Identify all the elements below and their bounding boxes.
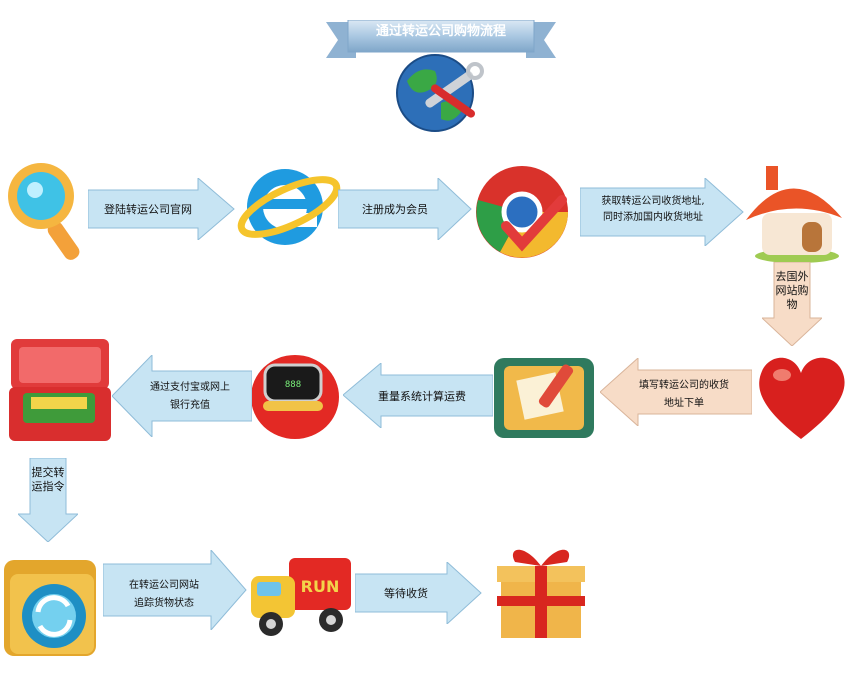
globe-tools-icon	[383, 45, 498, 135]
arrow-step-9	[103, 550, 248, 630]
page-title: 通过转运公司购物流程	[375, 24, 506, 39]
gift-box-icon	[493, 538, 588, 643]
step-7-label-line1: 通过支付宝或网上	[150, 382, 230, 393]
step-9-label-line1: 在转运公司网站	[129, 580, 199, 591]
house-icon	[742, 158, 847, 266]
step-5-label-line1: 填写转运公司的收货	[639, 380, 729, 391]
arrow-step-10	[355, 562, 483, 624]
truck-text: RUN	[301, 577, 340, 596]
folder-refresh-icon	[0, 550, 103, 660]
title-banner	[326, 20, 556, 70]
arrow-step-5	[600, 358, 752, 426]
step-5-label-line2: 地址下单	[664, 398, 704, 409]
internet-explorer-icon	[233, 155, 341, 255]
scale-icon: 888	[245, 343, 345, 443]
arrow-step-7	[112, 355, 252, 437]
heart-icon	[752, 345, 850, 445]
step-3-label-line1: 获取转运公司收货地址,	[601, 196, 705, 207]
chrome-browser-icon	[470, 160, 580, 265]
step-8-label: 提交转运指令	[31, 466, 65, 493]
suitcase-money-icon	[5, 335, 117, 445]
arrow-step-4	[762, 262, 822, 346]
step-3-label-line2: 同时添加国内收货地址	[603, 212, 703, 223]
svg-text:888: 888	[285, 380, 301, 390]
step-9-label-line2: 追踪货物状态	[134, 598, 194, 609]
clipboard-pen-icon	[490, 352, 602, 442]
arrow-step-1	[88, 178, 236, 240]
step-1-label: 登陆转运公司官网	[104, 203, 192, 216]
truck-icon: RUN	[243, 550, 358, 642]
arrow-step-8	[18, 458, 78, 542]
step-4-label: 去国外网站购物	[775, 270, 809, 311]
step-10-label: 等待收货	[384, 587, 428, 600]
arrow-step-3	[580, 178, 745, 246]
arrow-step-2	[338, 178, 473, 240]
step-6-label: 重量系统计算运费	[378, 390, 466, 403]
magnifier-icon	[5, 160, 95, 265]
arrow-step-6	[343, 363, 493, 428]
step-7-label-line2: 银行充值	[170, 400, 210, 411]
step-2-label: 注册成为会员	[362, 203, 428, 216]
